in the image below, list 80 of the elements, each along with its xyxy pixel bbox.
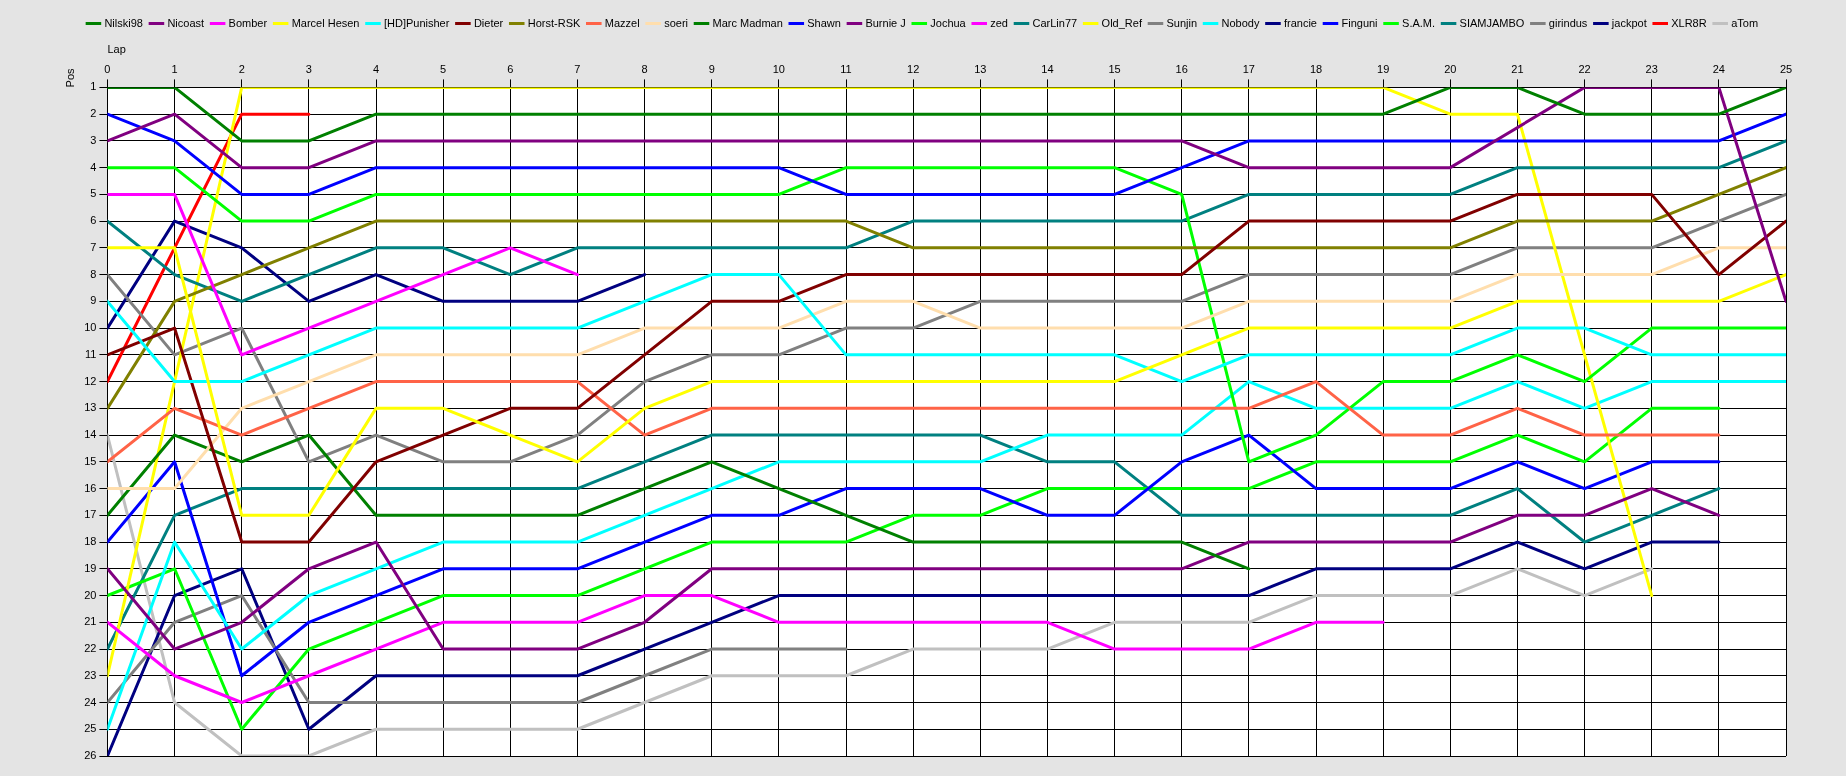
y-tick-label: 1	[90, 80, 97, 93]
y-tick-label: 12	[84, 374, 97, 387]
legend-label: Old_Ref	[1101, 16, 1143, 29]
x-tick-label: 25	[1779, 62, 1793, 75]
x-tick-label: 7	[574, 62, 581, 75]
legend-label: Marcel Hesen	[291, 16, 360, 29]
x-tick-label: 20	[1444, 62, 1457, 75]
y-tick-label: 22	[84, 642, 97, 655]
x-tick-label: 17	[1242, 62, 1255, 75]
legend-label: [HD]Punisher	[383, 16, 450, 29]
x-tick-label: 0	[104, 62, 111, 75]
x-tick-label: 12	[907, 62, 920, 75]
y-tick-label: 26	[84, 749, 97, 762]
legend-label: Mazzel	[604, 16, 640, 29]
x-axis-title: Lap	[107, 42, 126, 55]
legend-label: Marc Madman	[712, 16, 783, 29]
x-tick-label: 11	[840, 62, 852, 75]
legend-label: zed	[990, 16, 1008, 29]
x-tick-label: 4	[372, 62, 380, 75]
y-axis-title: Pos	[63, 67, 76, 88]
x-tick-label: 21	[1511, 62, 1524, 75]
x-tick-label: 19	[1377, 62, 1390, 75]
y-tick-label: 25	[84, 722, 97, 735]
y-tick-label: 5	[90, 187, 97, 200]
x-tick-label: 13	[974, 62, 987, 75]
legend-label: jackpot	[1610, 16, 1647, 29]
x-tick-label: 1	[171, 62, 178, 75]
legend-label: Nicoast	[167, 16, 205, 29]
y-tick-label: 3	[90, 133, 97, 146]
y-tick-label: 17	[84, 508, 97, 521]
x-tick-label: 15	[1108, 62, 1121, 75]
y-tick-label: 4	[90, 160, 97, 173]
legend-label: Nilski98	[104, 16, 143, 29]
x-tick-label: 2	[238, 62, 245, 75]
legend-label: XLR8R	[1671, 16, 1707, 29]
legend-label: soeri	[664, 16, 688, 29]
x-tick-label: 9	[708, 62, 715, 75]
x-tick-label: 3	[305, 62, 312, 75]
x-tick-label: 16	[1175, 62, 1188, 75]
legend-label: girindus	[1548, 16, 1588, 29]
x-tick-label: 5	[440, 62, 447, 75]
legend-label: Horst-RSK	[527, 16, 581, 29]
y-tick-label: 24	[84, 695, 97, 708]
x-tick-label: 23	[1645, 62, 1658, 75]
y-tick-label: 7	[90, 240, 97, 253]
y-tick-label: 21	[84, 615, 97, 628]
y-tick-label: 18	[84, 535, 97, 548]
x-tick-label: 14	[1041, 62, 1054, 75]
legend-label: Shawn	[807, 16, 841, 29]
legend-label: Dieter	[473, 16, 504, 29]
x-tick-label: 22	[1578, 62, 1591, 75]
legend-label: Nobody	[1221, 16, 1260, 29]
legend-label: S.A.M.	[1402, 16, 1436, 29]
x-tick-label: 6	[507, 62, 514, 75]
y-tick-label: 14	[84, 428, 97, 441]
y-tick-label: 20	[84, 588, 97, 601]
x-tick-label: 18	[1309, 62, 1323, 75]
y-tick-label: 23	[84, 668, 97, 681]
x-tick-label: 10	[772, 62, 785, 75]
y-tick-label: 15	[84, 454, 97, 467]
y-tick-label: 19	[84, 561, 97, 574]
legend-label: Burnie J	[865, 16, 906, 29]
y-tick-label: 6	[90, 214, 97, 227]
x-tick-label: 8	[641, 62, 648, 75]
legend-label: Bomber	[228, 16, 268, 29]
x-tick-label: 24	[1712, 62, 1725, 75]
legend-label: Finguni	[1341, 16, 1378, 29]
y-tick-label: 9	[90, 294, 97, 307]
legend-label: CarLin77	[1032, 16, 1078, 29]
legend-label: francie	[1283, 16, 1317, 29]
legend-label: Sunjin	[1166, 16, 1198, 29]
y-tick-label: 11	[85, 347, 97, 360]
y-tick-label: 16	[84, 481, 97, 494]
y-tick-label: 8	[90, 267, 97, 280]
legend-label: aTom	[1731, 16, 1759, 29]
legend-label: Jochua	[930, 16, 967, 29]
y-tick-label: 2	[90, 107, 97, 120]
y-tick-label: 10	[84, 321, 97, 334]
y-tick-label: 13	[84, 401, 97, 414]
legend-label: SIAMJAMBO	[1459, 16, 1525, 29]
